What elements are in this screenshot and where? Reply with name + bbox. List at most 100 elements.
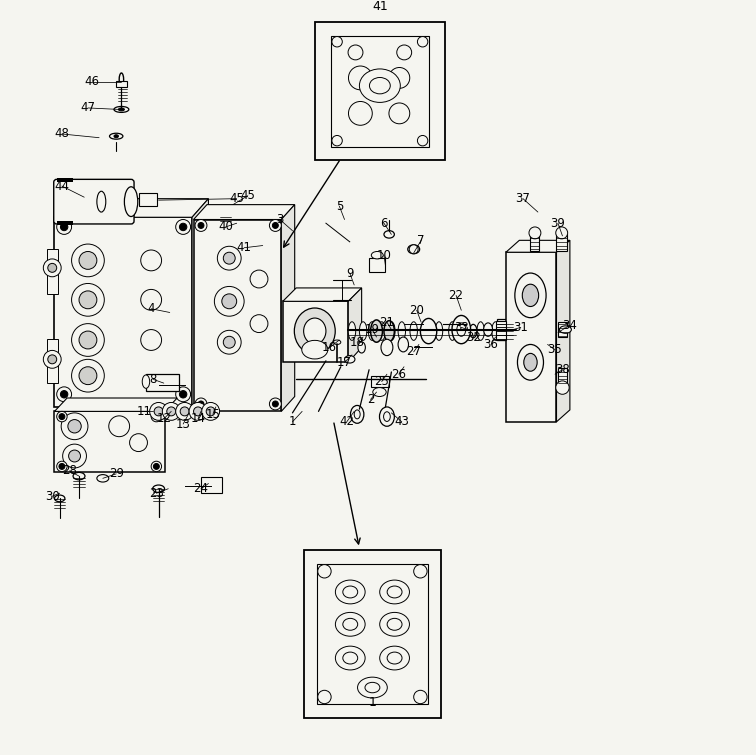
- Bar: [558, 368, 567, 384]
- Text: 7: 7: [417, 234, 425, 247]
- Polygon shape: [506, 240, 570, 252]
- Ellipse shape: [336, 580, 365, 604]
- Text: 17: 17: [337, 356, 352, 368]
- Circle shape: [222, 294, 237, 309]
- Ellipse shape: [387, 586, 402, 598]
- Ellipse shape: [420, 319, 437, 344]
- Bar: [54, 411, 165, 473]
- Text: 1: 1: [289, 415, 296, 428]
- Circle shape: [175, 402, 194, 421]
- Ellipse shape: [114, 134, 119, 137]
- Circle shape: [175, 387, 191, 402]
- Ellipse shape: [457, 323, 466, 336]
- Ellipse shape: [407, 245, 420, 254]
- Bar: [317, 564, 428, 704]
- Ellipse shape: [381, 339, 393, 356]
- Ellipse shape: [484, 323, 493, 336]
- Circle shape: [269, 398, 281, 410]
- Circle shape: [272, 401, 278, 407]
- Text: 28: 28: [62, 464, 77, 477]
- Ellipse shape: [380, 646, 410, 670]
- Text: 36: 36: [484, 338, 498, 351]
- Circle shape: [194, 407, 203, 416]
- Ellipse shape: [515, 273, 546, 318]
- Bar: [194, 220, 281, 411]
- Circle shape: [179, 390, 187, 398]
- Circle shape: [195, 398, 207, 410]
- Text: 14: 14: [191, 412, 206, 425]
- Circle shape: [409, 245, 418, 254]
- Ellipse shape: [370, 320, 383, 342]
- Circle shape: [272, 223, 278, 229]
- Ellipse shape: [380, 407, 395, 427]
- Circle shape: [79, 251, 97, 270]
- Text: 15: 15: [206, 408, 220, 421]
- Ellipse shape: [469, 325, 477, 337]
- Circle shape: [556, 381, 569, 394]
- Circle shape: [202, 402, 219, 421]
- Text: 38: 38: [555, 363, 570, 376]
- Polygon shape: [283, 288, 361, 301]
- Ellipse shape: [378, 322, 386, 341]
- Ellipse shape: [524, 353, 538, 371]
- Polygon shape: [349, 288, 361, 362]
- Polygon shape: [281, 205, 295, 411]
- Polygon shape: [54, 398, 177, 411]
- Circle shape: [141, 330, 162, 350]
- Circle shape: [189, 402, 207, 421]
- Ellipse shape: [73, 473, 85, 480]
- Ellipse shape: [355, 410, 360, 419]
- Circle shape: [57, 411, 67, 422]
- Circle shape: [109, 416, 129, 436]
- Ellipse shape: [110, 133, 123, 139]
- Bar: [201, 477, 222, 493]
- Text: 27: 27: [406, 345, 421, 359]
- Text: 43: 43: [395, 415, 409, 428]
- Bar: [531, 234, 539, 251]
- Text: 12: 12: [156, 412, 172, 425]
- Bar: [283, 301, 349, 362]
- Polygon shape: [57, 178, 73, 182]
- Circle shape: [397, 45, 412, 60]
- Circle shape: [175, 220, 191, 234]
- Circle shape: [57, 461, 67, 472]
- Bar: [304, 550, 442, 718]
- Text: 48: 48: [54, 128, 70, 140]
- Text: 18: 18: [350, 336, 364, 349]
- Ellipse shape: [349, 322, 355, 341]
- Text: 45: 45: [229, 193, 244, 205]
- Ellipse shape: [368, 322, 376, 341]
- Ellipse shape: [333, 340, 341, 344]
- Circle shape: [141, 250, 162, 271]
- Bar: [54, 217, 192, 407]
- Text: 44: 44: [54, 180, 70, 193]
- Circle shape: [69, 450, 80, 462]
- Text: 39: 39: [550, 217, 565, 230]
- Circle shape: [529, 227, 541, 239]
- Bar: [495, 321, 506, 340]
- Circle shape: [179, 223, 187, 231]
- Ellipse shape: [387, 618, 402, 630]
- Circle shape: [215, 286, 244, 316]
- Circle shape: [195, 220, 207, 231]
- Ellipse shape: [371, 251, 383, 259]
- FancyBboxPatch shape: [54, 180, 134, 224]
- Text: 37: 37: [516, 193, 531, 205]
- Text: 9: 9: [346, 267, 354, 279]
- Text: 30: 30: [45, 490, 60, 503]
- Ellipse shape: [448, 322, 456, 341]
- Ellipse shape: [398, 322, 405, 341]
- Ellipse shape: [336, 612, 365, 636]
- Circle shape: [57, 220, 72, 234]
- Circle shape: [348, 45, 363, 60]
- Text: 8: 8: [150, 373, 157, 386]
- Circle shape: [318, 565, 331, 578]
- Bar: [146, 374, 179, 390]
- Circle shape: [68, 420, 81, 433]
- Text: 2: 2: [367, 393, 374, 406]
- Ellipse shape: [119, 108, 125, 111]
- Circle shape: [43, 350, 61, 368]
- Circle shape: [198, 401, 204, 407]
- Text: 6: 6: [380, 217, 388, 230]
- Circle shape: [417, 135, 428, 146]
